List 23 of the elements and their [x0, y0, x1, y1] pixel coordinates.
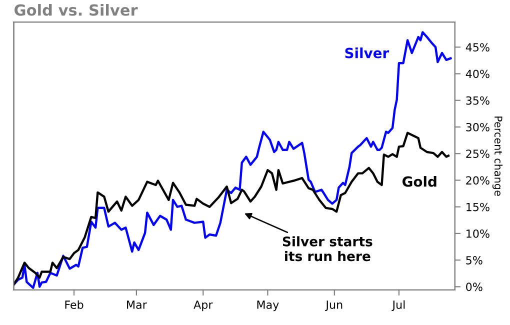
y2-tick-label: 25%: [466, 150, 490, 158]
x-tick-label: Apr: [194, 300, 213, 312]
x-tick-label: Jun: [325, 300, 342, 311]
y2-tick-label: 35%: [466, 96, 490, 105]
line-series: [14, 31, 452, 289]
chart-title: Gold vs. Silver: [14, 4, 138, 16]
x-tick-label: Jul: [392, 300, 405, 311]
annotation: Silver starts its run here: [282, 236, 372, 262]
y2-tick-label: 45%: [466, 43, 490, 52]
y2-tick-label: 40%: [466, 70, 490, 78]
x-tick-label: May: [257, 300, 279, 312]
y2-tick-label: 5%: [466, 256, 482, 264]
y2-tick-label: 0%: [466, 282, 482, 292]
y2-tick-label: 10%: [466, 229, 490, 238]
y2-tick-label: 15%: [466, 202, 490, 212]
y2-tick-label: 30%: [466, 122, 490, 132]
y2-tick-label: 20%: [466, 176, 490, 185]
series-label: Gold: [402, 176, 436, 187]
series-label: Silver: [345, 48, 390, 58]
x-tick-label: Mar: [127, 300, 147, 309]
x-tick-label: Feb: [65, 300, 84, 309]
line-series: [14, 132, 450, 286]
y2-axis-title: Percent change: [492, 116, 503, 196]
